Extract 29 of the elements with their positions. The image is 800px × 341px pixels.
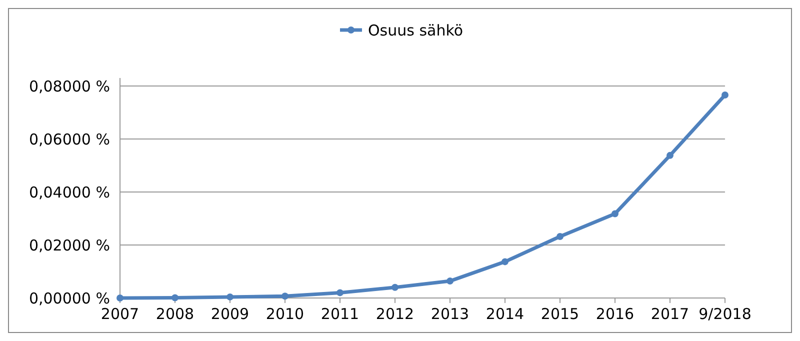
point: [282, 292, 288, 300]
y-tick-label: 0,04000 %: [28, 183, 110, 202]
point: [172, 294, 178, 302]
x-tick-label: 2015: [540, 305, 580, 323]
point: [612, 210, 618, 218]
point: [336, 289, 344, 296]
point: [502, 258, 508, 266]
point: [392, 284, 398, 291]
point: [226, 293, 234, 300]
x-tick-label: 2014: [486, 305, 524, 323]
point: [666, 152, 674, 159]
x-tick-label: 2009: [210, 305, 250, 323]
y-tick-label: 0,00000 %: [28, 289, 110, 308]
point: [446, 278, 454, 285]
y-tick-label: 0,06000 %: [28, 130, 110, 148]
y-tick-label: 0,08000 %: [28, 77, 110, 96]
x-tick-label: 2010: [266, 305, 304, 323]
x-tick-label: 2012: [376, 305, 414, 323]
x-tick-label: 9/2018: [698, 305, 752, 323]
legend-label: Osuus sähkö: [368, 21, 464, 40]
x-tick-label: 2016: [596, 305, 634, 323]
x-tick-label: 2013: [430, 305, 470, 323]
x-tick-label: 2008: [156, 305, 194, 323]
x-tick-label: 2007: [100, 305, 140, 323]
x-tick-label: 2017: [650, 305, 690, 323]
point: [722, 92, 728, 99]
x-tick-label: 2011: [320, 305, 360, 323]
point: [556, 233, 564, 240]
y-tick-label: 0,02000 %: [28, 236, 110, 254]
